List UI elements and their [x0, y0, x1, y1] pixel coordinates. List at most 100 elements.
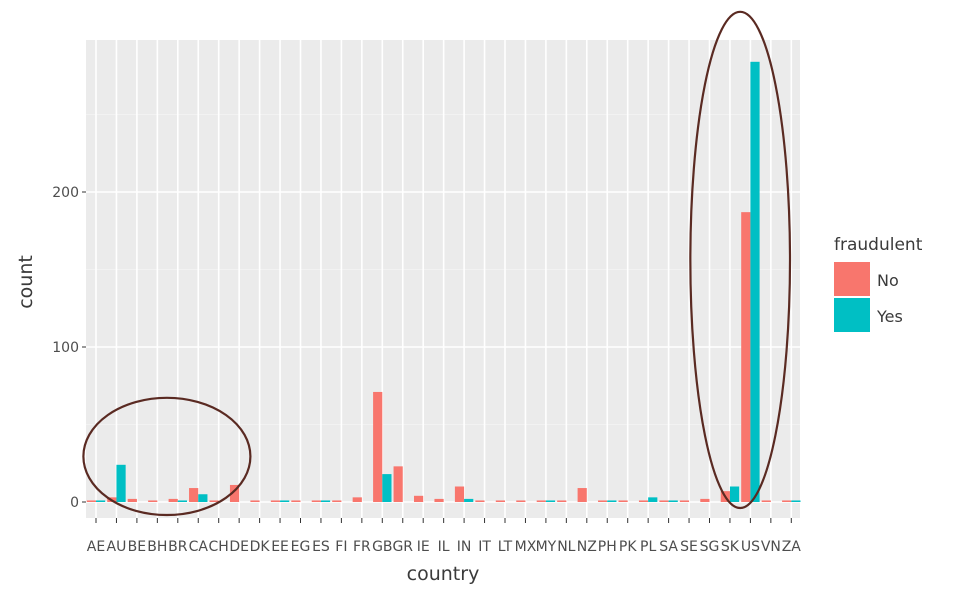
bar-yes-sk — [729, 486, 740, 502]
legend-key-no — [834, 262, 870, 296]
x-tick-label-gr: GR — [392, 539, 413, 555]
y-tick-label: 200 — [52, 185, 79, 201]
x-tick-label-pl: PL — [640, 539, 656, 555]
bar-no-dk — [250, 500, 260, 502]
bar-no-mx — [516, 500, 526, 502]
x-tick-label-br: BR — [168, 539, 188, 555]
bar-no-il — [434, 498, 444, 502]
bar-no-ie — [413, 495, 424, 502]
bars — [86, 61, 801, 503]
y-tick-label: 100 — [52, 340, 79, 356]
x-tick-label-in: IN — [457, 539, 472, 555]
x-tick-label-mx: MX — [515, 539, 537, 555]
bar-no-nl — [557, 500, 567, 502]
legend: fraudulent No Yes — [834, 235, 923, 332]
bar-no-it — [475, 500, 485, 502]
y-axis-title: count — [15, 255, 37, 309]
bar-no-fr — [352, 497, 362, 502]
x-tick-label-au: AU — [107, 539, 127, 555]
y-tick-label: 0 — [70, 495, 79, 511]
bar-no-br — [168, 498, 178, 502]
bar-no-gb — [373, 391, 383, 502]
bar-yes-pl — [648, 497, 658, 502]
x-tick-label-eg: EG — [291, 539, 311, 555]
legend-key-yes — [834, 298, 870, 332]
x-tick-label-sa: SA — [659, 539, 678, 555]
bar-yes-za — [791, 500, 801, 502]
bar-no-sg — [700, 498, 710, 502]
x-tick-label-bh: BH — [147, 539, 167, 555]
x-tick-label-nz: NZ — [577, 539, 597, 555]
x-tick-label-gb: GB — [372, 539, 392, 555]
bar-no-ca — [189, 488, 199, 502]
bar-no-ph — [598, 500, 608, 502]
bar-yes-ae — [96, 500, 106, 502]
bar-yes-in — [464, 498, 474, 502]
bar-yes-my — [545, 500, 556, 502]
x-tick-label-es: ES — [312, 539, 330, 555]
x-axis-title: country — [407, 563, 480, 585]
legend-label-no: No — [877, 271, 899, 290]
bar-no-de — [229, 484, 240, 502]
bar-no-nz — [577, 488, 587, 502]
bar-no-us — [741, 212, 751, 502]
x-tick-label-lt: LT — [498, 539, 513, 555]
bar-no-za — [782, 500, 792, 502]
x-tick-label-ae: AE — [87, 539, 105, 555]
x-tick-label-de: DE — [229, 539, 249, 555]
x-tick-label-fr: FR — [353, 539, 371, 555]
bar-yes-ca — [198, 494, 208, 502]
bar-no-my — [536, 500, 546, 502]
bar-no-pl — [638, 500, 649, 502]
x-tick-label-dk: DK — [250, 539, 271, 555]
bar-yes-au — [116, 464, 126, 502]
bar-no-vn — [761, 500, 771, 502]
bar-yes-sa — [668, 500, 678, 502]
bar-no-sa — [659, 500, 669, 502]
x-tick-label-it: IT — [478, 539, 491, 555]
x-axis: AE AU BE BH BR CA CH DE DK EE EG ES FI FR GB GR IE IL IN IT… — [87, 518, 802, 555]
x-tick-label-ee: EE — [271, 539, 289, 555]
bar-no-be — [127, 498, 137, 502]
bar-no-fi — [332, 500, 342, 502]
bar-no-in — [454, 486, 465, 502]
annotation-ellipse — [82, 396, 252, 517]
x-tick-label-ie: IE — [417, 539, 430, 555]
bar-no-pk — [618, 500, 628, 502]
x-tick-label-il: IL — [438, 539, 450, 555]
x-tick-label-ch: CH — [209, 539, 229, 555]
grid-major — [86, 40, 800, 518]
bar-no-bh — [148, 500, 158, 502]
bar-no-lt — [495, 500, 505, 502]
bar-yes-gb — [382, 474, 392, 502]
x-tick-label-fi: FI — [335, 539, 347, 555]
bar-no-ee — [270, 500, 281, 502]
legend-title: fraudulent — [834, 235, 923, 255]
x-tick-label-ca: CA — [189, 539, 209, 555]
x-tick-label-be: BE — [128, 539, 146, 555]
bar-yes-us — [750, 61, 760, 503]
annotation-ellipse — [689, 10, 792, 510]
bar-no-es — [311, 500, 321, 502]
bar-no-eg — [291, 500, 301, 502]
x-tick-label-ph: PH — [598, 539, 617, 555]
annotations — [82, 10, 792, 517]
bar-no-se — [679, 500, 690, 502]
x-tick-label-my: MY — [536, 539, 557, 555]
bar-yes-br — [177, 500, 188, 502]
x-tick-label-vn: VN — [761, 539, 781, 555]
bar-yes-es — [320, 500, 331, 502]
bar-no-ch — [209, 500, 219, 502]
bar-yes-ph — [607, 500, 617, 502]
x-tick-label-se: SE — [680, 539, 698, 555]
x-tick-label-za: ZA — [782, 539, 802, 555]
x-tick-label-pk: PK — [619, 539, 637, 555]
legend-label-yes: Yes — [876, 307, 903, 326]
bar-no-ae — [86, 500, 96, 502]
y-axis: 0 100 200 — [52, 185, 86, 511]
x-tick-label-sg: SG — [700, 539, 720, 555]
x-tick-label-us: US — [741, 539, 760, 555]
x-tick-label-nl: NL — [557, 539, 575, 555]
bar-no-gr — [393, 466, 403, 502]
